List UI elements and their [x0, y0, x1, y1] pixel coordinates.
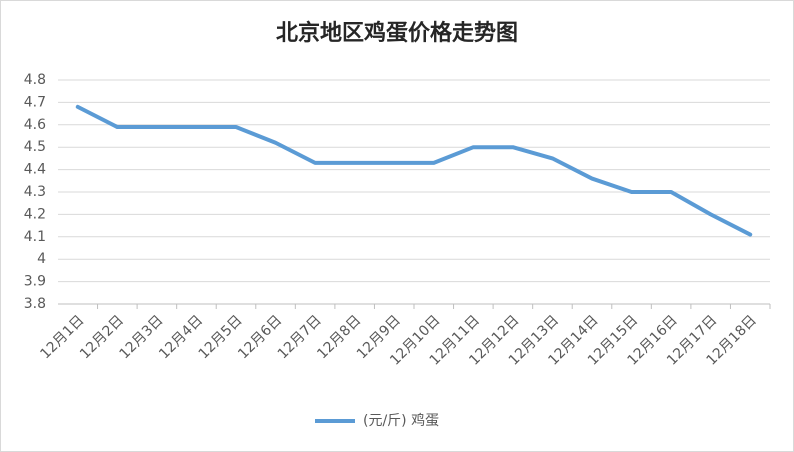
- y-tick-label: 4.5: [24, 139, 46, 155]
- y-tick-label: 3.8: [24, 296, 46, 312]
- data-line: [75, 104, 753, 237]
- y-tick-label: 4.7: [24, 94, 46, 110]
- y-tick-label: 4.2: [24, 206, 46, 222]
- chart-title: 北京地区鸡蛋价格走势图: [276, 20, 518, 46]
- legend-label: (元/斤) 鸡蛋: [363, 412, 439, 429]
- y-tick-label: 4.3: [24, 184, 46, 200]
- y-tick-label: 4.8: [24, 72, 46, 88]
- y-tick-label: 4.1: [24, 229, 46, 245]
- y-tick-label: 4: [37, 251, 46, 267]
- y-tick-label: 4.6: [24, 117, 46, 133]
- y-tick-label: 4.4: [24, 162, 46, 178]
- y-tick-label: 3.9: [24, 274, 46, 290]
